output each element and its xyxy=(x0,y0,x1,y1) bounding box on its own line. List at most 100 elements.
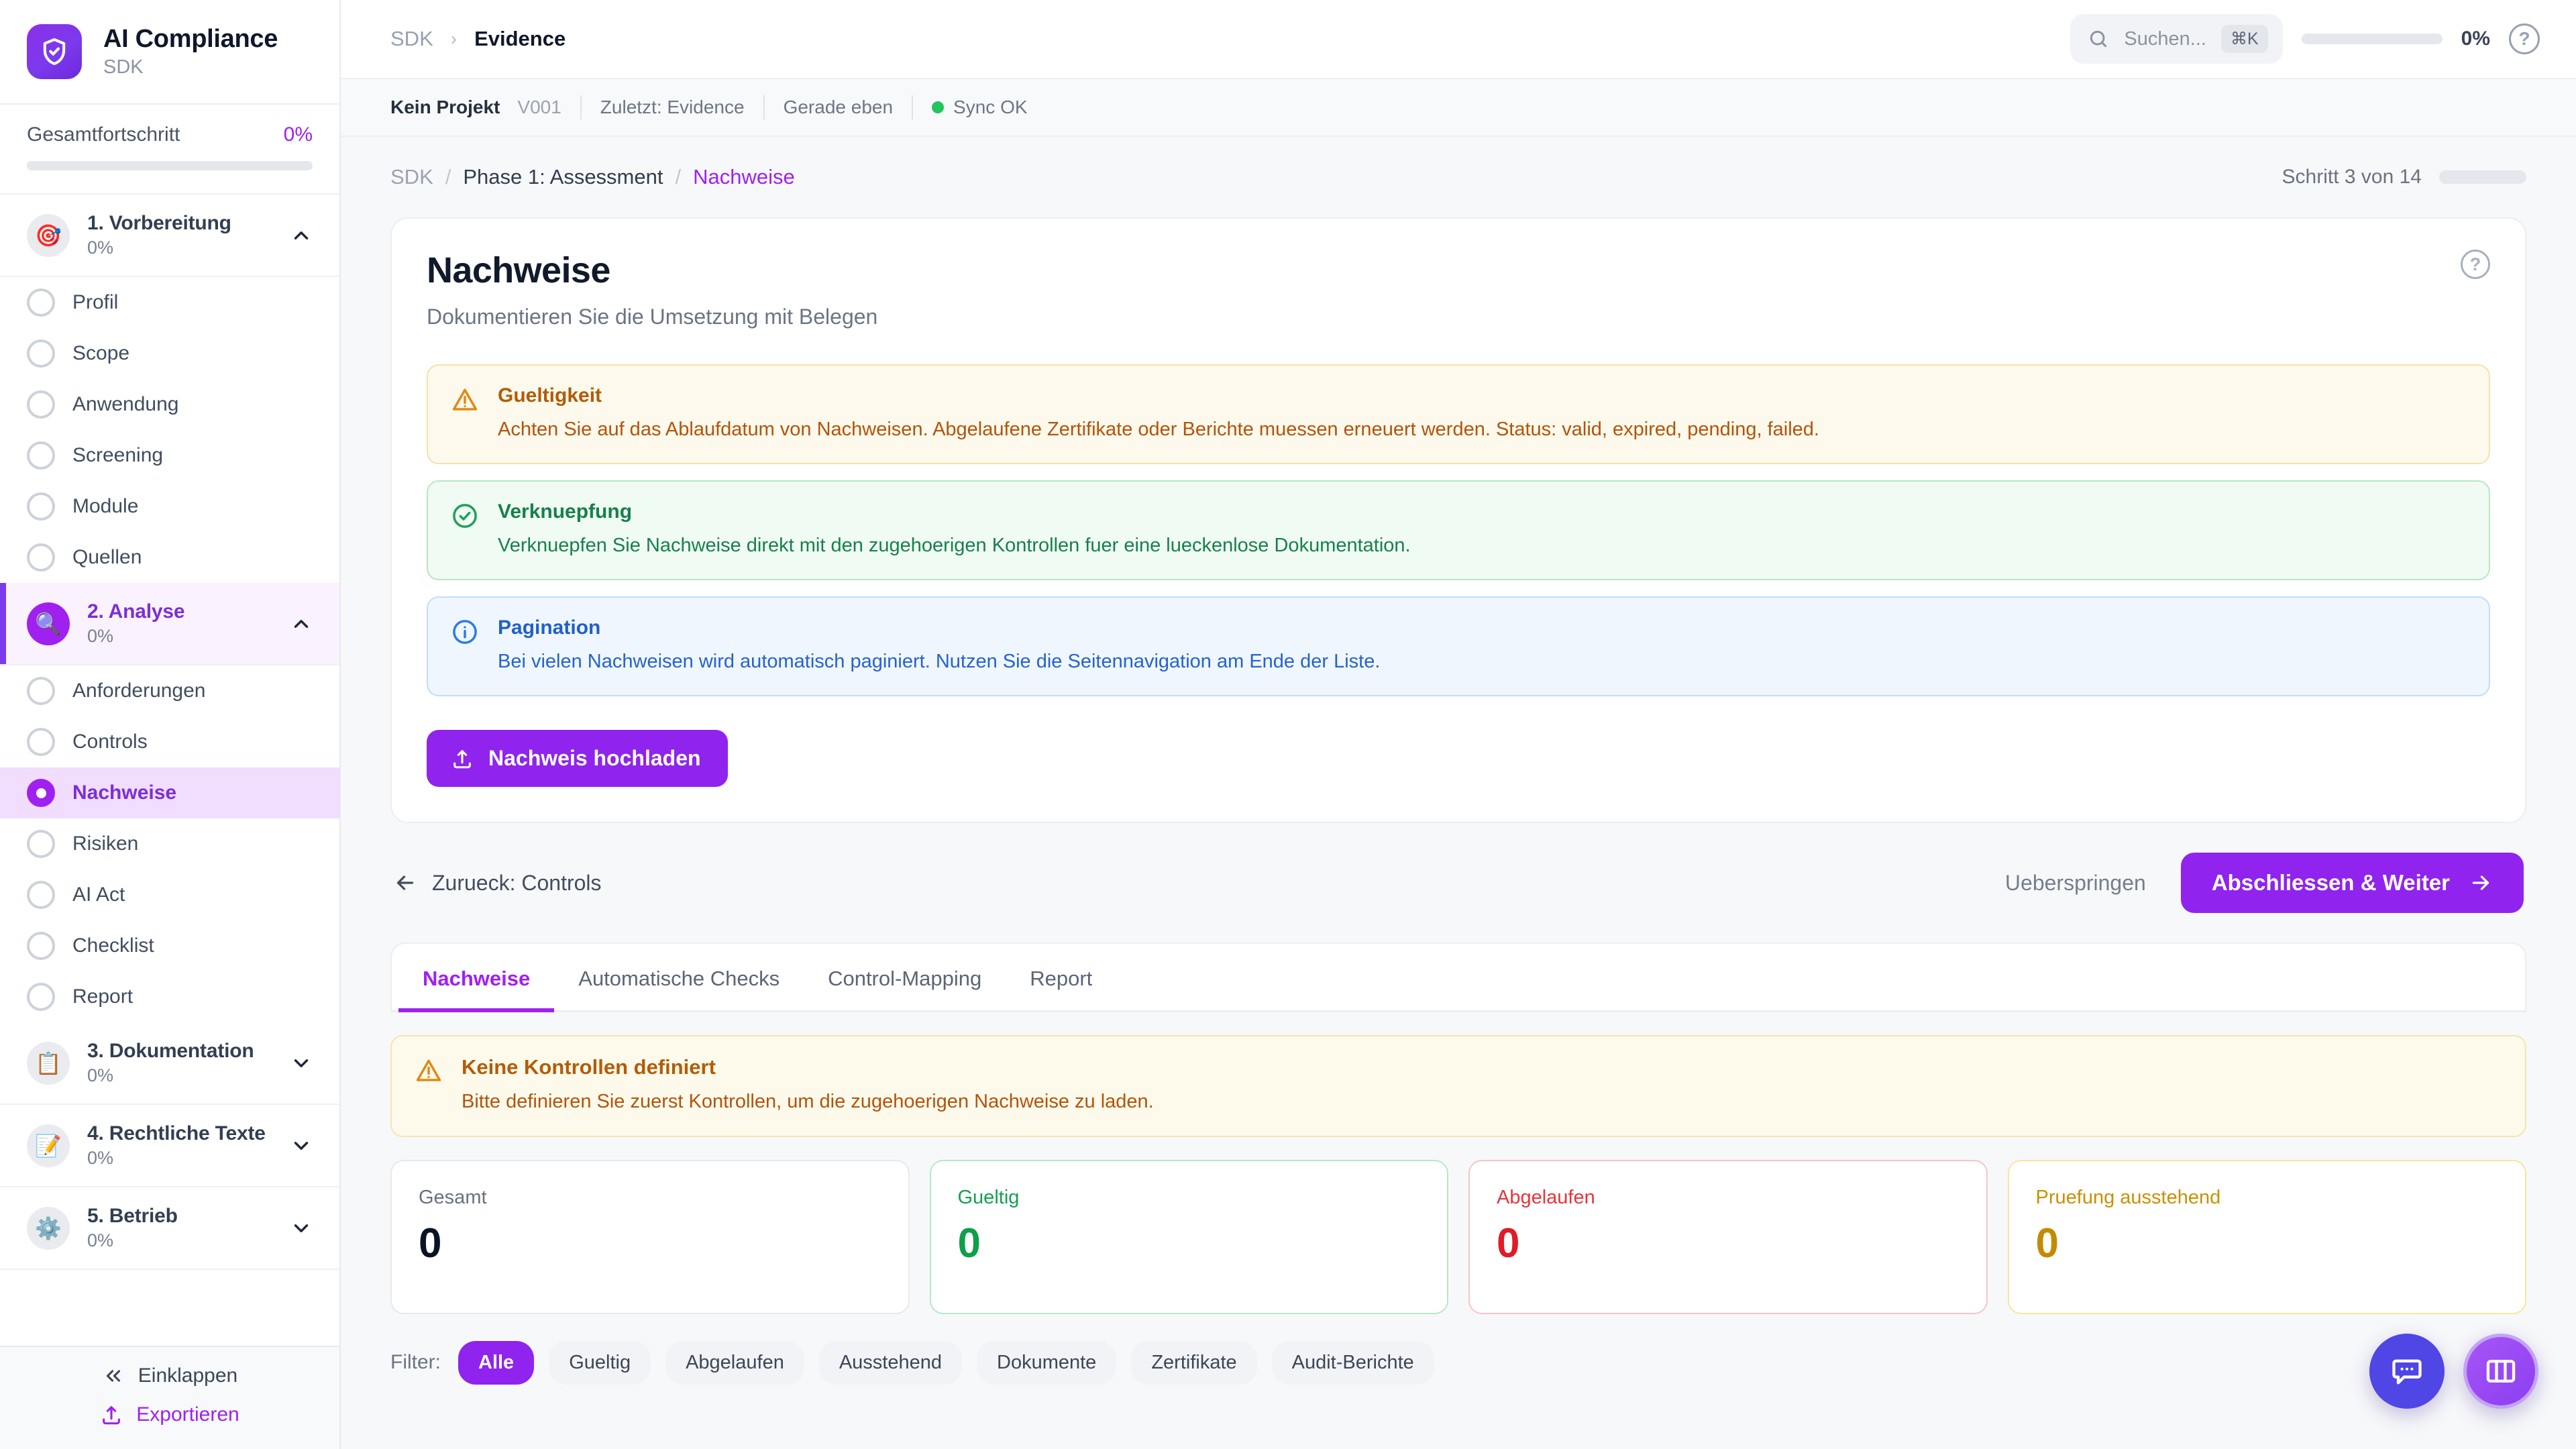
alert-title: Verknuepfung xyxy=(498,500,633,523)
stat-card-abgelaufen: Abgelaufen 0 xyxy=(1468,1159,1988,1314)
breadcrumb-item-sdk[interactable]: SDK xyxy=(390,165,433,189)
card-help-circle-icon[interactable]: ? xyxy=(2461,250,2490,279)
sidebar-item-label: Profil xyxy=(72,291,119,313)
sidebar-item-anwendung[interactable]: Anwendung xyxy=(0,379,339,430)
phase-emoji-icon: 🔍 xyxy=(27,602,70,645)
collapse-sidebar-button[interactable]: Einklappen xyxy=(102,1364,237,1387)
meta-time: Gerade eben xyxy=(783,97,894,117)
skip-button[interactable]: Ueberspringen xyxy=(2004,870,2146,895)
sidebar-phase-percent: 0% xyxy=(87,237,114,258)
sidebar-item-ai-act[interactable]: AI Act xyxy=(0,869,339,920)
top-breadcrumb-root[interactable]: SDK xyxy=(390,27,433,50)
filter-chip-gueltig[interactable]: Gueltig xyxy=(549,1340,651,1385)
sidebar-item-profil[interactable]: Profil xyxy=(0,277,339,328)
filter-chip-dokumente[interactable]: Dokumente xyxy=(977,1340,1117,1385)
page-subtitle: Dokumentieren Sie die Umsetzung mit Bele… xyxy=(427,305,878,329)
filter-chip-audit-berichte[interactable]: Audit-Berichte xyxy=(1271,1340,1434,1385)
sidebar-item-risiken[interactable]: Risiken xyxy=(0,818,339,869)
tab-report[interactable]: Report xyxy=(1030,967,1093,991)
alert-title: Pagination xyxy=(498,616,601,639)
stat-card-label: Pruefung ausstehend xyxy=(2035,1186,2221,1208)
filter-chip-zertifikate[interactable]: Zertifikate xyxy=(1131,1340,1257,1385)
sidebar: AI Compliance SDK Gesamtfortschritt 0% 🎯… xyxy=(0,0,341,1449)
tab-control-mapping[interactable]: Control-Mapping xyxy=(828,967,982,991)
brand-title: AI Compliance xyxy=(103,25,278,53)
back-button[interactable]: Zurueck: Controls xyxy=(393,871,602,896)
sidebar-phase-4[interactable]: 📝 4. Rechtliche Texte 0% xyxy=(0,1105,339,1187)
chevrons-left-icon xyxy=(106,1370,120,1382)
phase-emoji-icon: 🎯 xyxy=(27,213,70,257)
sidebar-item-screening[interactable]: Screening xyxy=(0,430,339,481)
page-breadcrumb-row: SDK / Phase 1: Assessment / Nachweise Sc… xyxy=(390,165,2526,189)
step-radio-icon xyxy=(27,932,55,960)
breadcrumb-separator: / xyxy=(675,165,682,189)
chevron-down-icon[interactable] xyxy=(290,1052,313,1075)
sidebar-phase-1[interactable]: 🎯 1. Vorbereitung 0% xyxy=(0,195,339,277)
filter-chip-ausstehend[interactable]: Ausstehend xyxy=(818,1340,962,1385)
tab-automatische-checks[interactable]: Automatische Checks xyxy=(578,967,780,991)
sidebar-phase-label: 1. Vorbereitung xyxy=(87,212,231,234)
stat-card-label: Gueltig xyxy=(957,1186,1020,1208)
sidebar-item-checklist[interactable]: Checklist xyxy=(0,920,339,971)
tab-nachweise[interactable]: Nachweise xyxy=(398,944,555,1013)
filter-chip-alle[interactable]: Alle xyxy=(458,1340,535,1385)
upload-evidence-label: Nachweis hochladen xyxy=(488,746,701,771)
brand-header[interactable]: AI Compliance SDK xyxy=(0,0,339,105)
collapse-sidebar-label: Einklappen xyxy=(138,1364,238,1387)
sidebar-item-quellen[interactable]: Quellen xyxy=(0,532,339,583)
complete-and-next-button[interactable]: Abschliessen & Weiter xyxy=(2180,853,2524,914)
no-controls-warning-text: Bitte definieren Sie zuerst Kontrollen, … xyxy=(462,1091,1154,1113)
complete-and-next-label: Abschliessen & Weiter xyxy=(2211,870,2450,896)
sidebar-item-module[interactable]: Module xyxy=(0,481,339,532)
search-input[interactable]: Suchen... ⌘K xyxy=(2070,14,2283,64)
chevron-up-icon[interactable] xyxy=(290,612,313,635)
sidebar-item-anforderungen[interactable]: Anforderungen xyxy=(0,665,339,716)
sidebar-phase-label: 5. Betrieb xyxy=(87,1205,178,1227)
stat-card-value: 0 xyxy=(1497,1220,1519,1267)
sidebar-item-label: Report xyxy=(72,985,133,1008)
sidebar-item-label: Checklist xyxy=(72,934,154,957)
upload-evidence-button[interactable]: Nachweis hochladen xyxy=(427,730,728,788)
chat-fab[interactable] xyxy=(2369,1334,2445,1409)
shield-check-icon xyxy=(27,24,82,79)
sidebar-item-report[interactable]: Report xyxy=(0,971,339,1022)
alert-triangle-icon xyxy=(451,386,482,417)
phase-emoji-icon: 📝 xyxy=(27,1124,70,1167)
tab-bar-card: Nachweise Automatische Checks Control-Mapp… xyxy=(390,943,2526,1013)
filter-chip-group: Alle Gueltig Abgelaufen Ausstehend Dokumente… xyxy=(458,1340,1434,1385)
step-radio-icon xyxy=(27,830,55,858)
tab-bar: Nachweise Automatische Checks Control-Mapp… xyxy=(392,944,2525,1013)
header-progress-percent: 0% xyxy=(2461,28,2490,50)
sidebar-phase-5[interactable]: ⚙️ 5. Betrieb 0% xyxy=(0,1187,339,1270)
breadcrumb-item-phase[interactable]: Phase 1: Assessment xyxy=(463,165,663,189)
arrow-right-icon xyxy=(2472,875,2489,891)
columns-icon xyxy=(2486,1360,2516,1383)
sidebar-item-label: Scope xyxy=(72,342,130,364)
filter-bar-label: Filter: xyxy=(390,1351,441,1374)
check-circle-icon xyxy=(451,502,482,533)
step-radio-icon xyxy=(27,288,55,317)
alert-verknuepfung: Verknuepfung Verknuepfen Sie Nachweise d… xyxy=(427,480,2490,581)
brand-subtitle: SDK xyxy=(103,56,144,78)
sidebar-item-scope[interactable]: Scope xyxy=(0,328,339,379)
help-circle-icon[interactable]: ? xyxy=(2509,23,2540,54)
no-controls-warning-title: Keine Kontrollen definiert xyxy=(462,1055,716,1079)
sidebar-phase-2[interactable]: 🔍 2. Analyse 0% xyxy=(0,583,339,665)
panel-fab[interactable] xyxy=(2463,1334,2538,1409)
chevron-up-icon[interactable] xyxy=(290,224,313,247)
chevron-down-icon[interactable] xyxy=(290,1217,313,1240)
overall-progress-track xyxy=(27,161,313,170)
meta-divider xyxy=(763,95,765,119)
chevron-down-icon[interactable] xyxy=(290,1134,313,1157)
step-radio-icon xyxy=(27,728,55,756)
step-radio-icon xyxy=(27,881,55,909)
chat-bubble-icon xyxy=(2392,1359,2422,1385)
sidebar-phase-percent: 0% xyxy=(87,626,114,646)
export-button[interactable]: Exportieren xyxy=(100,1403,239,1426)
no-controls-warning: Keine Kontrollen definiert Bitte definie… xyxy=(390,1035,2526,1137)
sidebar-item-nachweise[interactable]: Nachweise xyxy=(0,767,339,818)
filter-chip-abgelaufen[interactable]: Abgelaufen xyxy=(665,1340,804,1385)
sidebar-phase-3[interactable]: 📋 3. Dokumentation 0% xyxy=(0,1022,339,1105)
sidebar-item-controls[interactable]: Controls xyxy=(0,716,339,767)
